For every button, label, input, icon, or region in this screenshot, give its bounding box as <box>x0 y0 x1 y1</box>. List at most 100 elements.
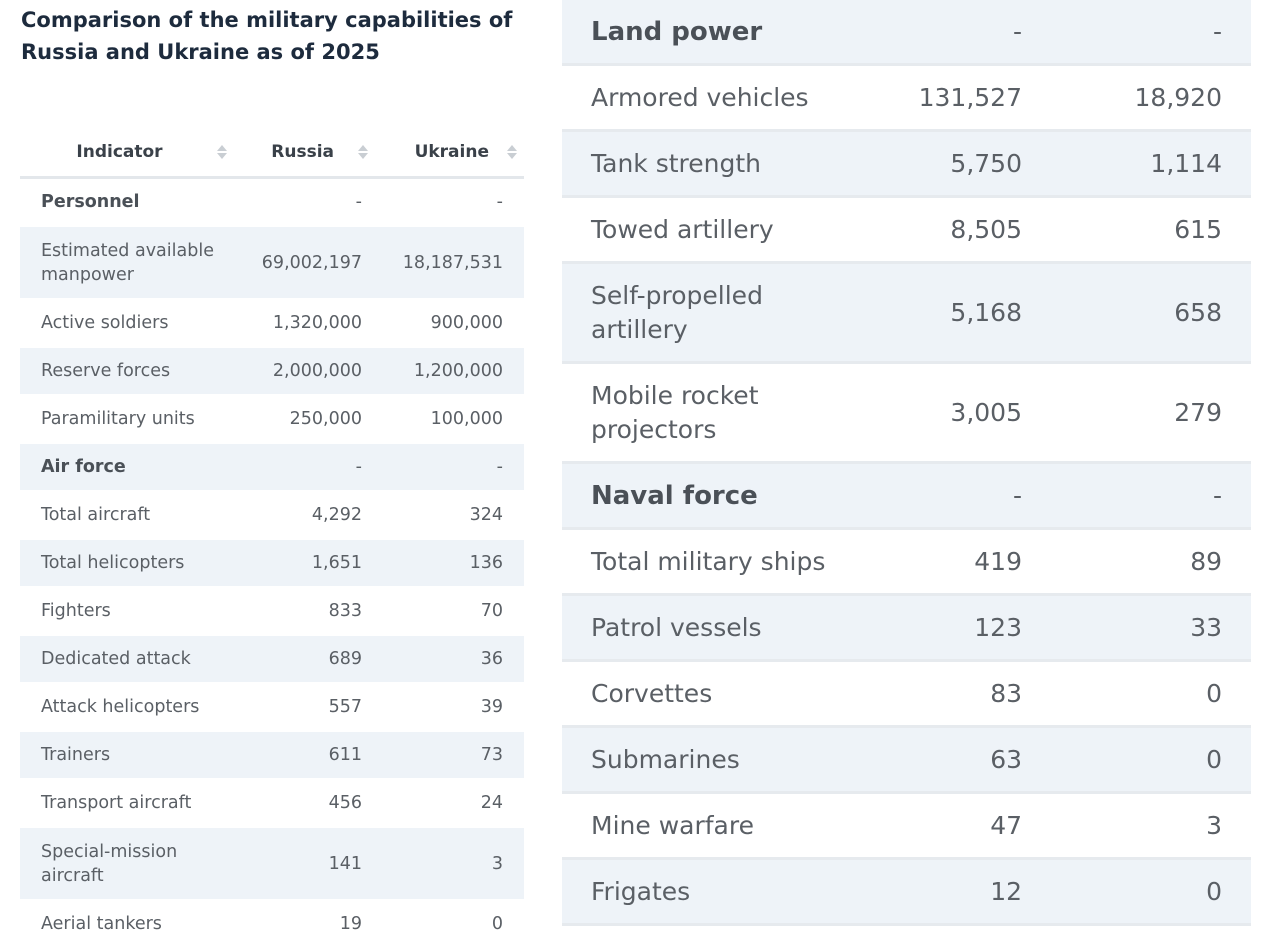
row-label: Total helicopters <box>20 539 243 588</box>
russia-value: 1,320,000 <box>243 299 383 348</box>
row-label: Trainers <box>20 731 243 780</box>
row-label: Air force <box>20 443 243 492</box>
row-label: Fighters <box>20 587 243 636</box>
row-label: Reserve forces <box>20 347 243 396</box>
table-row: Corvettes 83 0 <box>562 660 1251 728</box>
russia-value: 47 <box>861 792 1051 860</box>
table-row: Self-propelled artillery 5,168 658 <box>562 262 1251 364</box>
russia-value: 69,002,197 <box>243 226 383 300</box>
section-row: Naval force - - <box>562 462 1251 530</box>
ukraine-value: 0 <box>383 900 524 949</box>
table-row: Total helicopters 1,651 136 <box>20 539 524 588</box>
ukraine-value: 24 <box>383 779 524 828</box>
ukraine-value: 3 <box>383 827 524 901</box>
table-row: Dedicated attack 689 36 <box>20 635 524 684</box>
row-label: Mine warfare <box>562 792 861 860</box>
row-label: Patrol vessels <box>562 594 861 662</box>
header-russia[interactable]: Russia <box>243 128 383 179</box>
sort-icon[interactable] <box>507 145 517 159</box>
ukraine-value: 70 <box>383 587 524 636</box>
row-label: Frigates <box>562 858 861 926</box>
russia-value: 83 <box>861 660 1051 728</box>
row-label: Towed artillery <box>562 196 861 264</box>
russia-value: 611 <box>243 731 383 780</box>
table-row: Armored vehicles 131,527 18,920 <box>562 64 1251 132</box>
table-row: Reserve forces 2,000,000 1,200,000 <box>20 347 524 396</box>
russia-value: 833 <box>243 587 383 636</box>
russia-value: 3,005 <box>861 362 1051 464</box>
ukraine-value: 136 <box>383 539 524 588</box>
russia-value: 689 <box>243 635 383 684</box>
section-row: Air force - - <box>20 443 524 492</box>
right-comparison-table: Land power - - Armored vehicles 131,527 … <box>562 0 1251 926</box>
sort-icon[interactable] <box>216 145 227 159</box>
row-label: Armored vehicles <box>562 64 861 132</box>
ukraine-value: 89 <box>1051 528 1251 596</box>
ukraine-value: 18,920 <box>1051 64 1251 132</box>
table-header-row: Indicator Russia Ukraine <box>20 128 524 179</box>
russia-value: - <box>861 462 1051 530</box>
table-row: Mobile rocket projectors 3,005 279 <box>562 362 1251 464</box>
ukraine-value: 3 <box>1051 792 1251 860</box>
ukraine-value: 1,114 <box>1051 130 1251 198</box>
ukraine-value: 0 <box>1051 660 1251 728</box>
row-label: Aerial tankers <box>20 900 243 949</box>
russia-value: 123 <box>861 594 1051 662</box>
russia-value: 19 <box>243 900 383 949</box>
header-ukraine-label: Ukraine <box>414 142 489 162</box>
row-label: Attack helicopters <box>20 683 243 732</box>
russia-value: 456 <box>243 779 383 828</box>
ukraine-value: 36 <box>383 635 524 684</box>
ukraine-value: 900,000 <box>383 299 524 348</box>
table-row: Mine warfare 47 3 <box>562 792 1251 860</box>
row-label: Estimated available manpower <box>20 226 243 300</box>
row-label: Total aircraft <box>20 491 243 540</box>
ukraine-value: - <box>383 443 524 492</box>
russia-value: 4,292 <box>243 491 383 540</box>
ukraine-value: - <box>383 177 524 227</box>
russia-value: - <box>243 443 383 492</box>
row-label: Corvettes <box>562 660 861 728</box>
table-row: Active soldiers 1,320,000 900,000 <box>20 299 524 348</box>
table-row: Transport aircraft 456 24 <box>20 779 524 828</box>
table-row: Total aircraft 4,292 324 <box>20 491 524 540</box>
russia-value: 5,168 <box>861 262 1051 364</box>
header-indicator-label: Indicator <box>76 142 163 162</box>
russia-value: 5,750 <box>861 130 1051 198</box>
row-label: Dedicated attack <box>20 635 243 684</box>
russia-value: 131,527 <box>861 64 1051 132</box>
russia-value: 2,000,000 <box>243 347 383 396</box>
section-row: Land power - - <box>562 0 1251 66</box>
ukraine-value: 279 <box>1051 362 1251 464</box>
row-label: Transport aircraft <box>20 779 243 828</box>
row-label: Mobile rocket projectors <box>562 362 861 464</box>
ukraine-value: 73 <box>383 731 524 780</box>
russia-value: 1,651 <box>243 539 383 588</box>
table-row: Aerial tankers 19 0 <box>20 900 524 949</box>
header-indicator[interactable]: Indicator <box>20 128 243 179</box>
table-row: Submarines 63 0 <box>562 726 1251 794</box>
russia-value: 8,505 <box>861 196 1051 264</box>
row-label: Active soldiers <box>20 299 243 348</box>
russia-value: 419 <box>861 528 1051 596</box>
row-label: Naval force <box>562 462 861 530</box>
row-label: Self-propelled artillery <box>562 262 861 364</box>
ukraine-value: - <box>1051 462 1251 530</box>
table-row: Trainers 611 73 <box>20 731 524 780</box>
row-label: Paramilitary units <box>20 395 243 444</box>
header-russia-label: Russia <box>271 142 334 162</box>
row-label: Land power <box>562 0 861 66</box>
row-label: Personnel <box>20 177 243 227</box>
sort-icon[interactable] <box>358 145 368 159</box>
row-label: Submarines <box>562 726 861 794</box>
table-row: Total military ships 419 89 <box>562 528 1251 596</box>
header-ukraine[interactable]: Ukraine <box>383 128 524 179</box>
table-row: Tank strength 5,750 1,114 <box>562 130 1251 198</box>
ukraine-value: 100,000 <box>383 395 524 444</box>
left-comparison-table: Indicator Russia Ukraine Personnel - <box>20 128 524 949</box>
ukraine-value: 39 <box>383 683 524 732</box>
ukraine-value: 0 <box>1051 858 1251 926</box>
ukraine-value: - <box>1051 0 1251 66</box>
table-row: Special-mission aircraft 141 3 <box>20 827 524 901</box>
russia-value: - <box>861 0 1051 66</box>
